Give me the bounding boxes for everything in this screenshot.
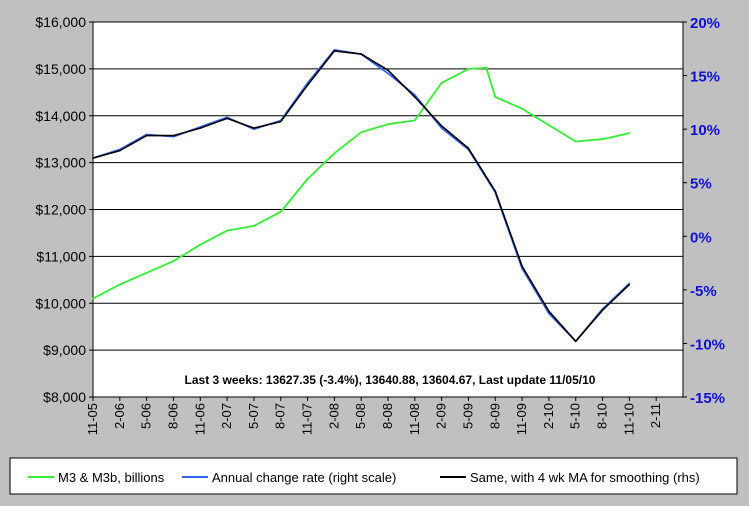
data-point xyxy=(253,225,255,227)
data-point xyxy=(548,312,550,315)
x-tick-label: 5-08 xyxy=(353,403,368,429)
data-point xyxy=(333,50,336,52)
y-right-tick-label: 10% xyxy=(690,122,720,139)
x-tick-label: 8-10 xyxy=(595,403,610,429)
data-point xyxy=(172,134,175,137)
y-right-tick-label: -5% xyxy=(690,283,717,300)
x-tick-label: 8-09 xyxy=(487,403,502,429)
data-point xyxy=(485,67,488,69)
x-tick-label: 8-08 xyxy=(380,403,395,429)
data-point xyxy=(440,82,443,84)
legend-label: Same, with 4 wk MA for smoothing (rhs) xyxy=(470,470,700,485)
data-point xyxy=(387,72,389,75)
data-point xyxy=(199,243,202,246)
data-point xyxy=(414,96,416,98)
data-point xyxy=(601,138,604,140)
data-point xyxy=(92,297,94,300)
data-point xyxy=(199,127,202,129)
data-point xyxy=(521,107,523,110)
data-point xyxy=(601,309,604,312)
x-tick-label: 11-06 xyxy=(192,403,207,435)
data-point xyxy=(226,117,228,120)
data-point xyxy=(628,282,631,285)
x-tick-label: 11-10 xyxy=(621,403,636,435)
x-tick-label: 2-10 xyxy=(541,403,556,429)
series-line-1 xyxy=(92,67,630,300)
y-right-tick-label: -15% xyxy=(690,390,725,407)
data-point xyxy=(574,140,577,143)
x-tick-label: 5-06 xyxy=(139,403,154,429)
data-point xyxy=(172,260,175,262)
legend-box xyxy=(9,457,738,495)
x-tick-label: 2-09 xyxy=(434,403,449,429)
data-point xyxy=(360,131,363,133)
y-right-tick-label: 15% xyxy=(690,69,720,86)
data-point xyxy=(440,125,443,127)
data-point xyxy=(333,152,336,155)
data-point xyxy=(145,134,148,137)
data-point xyxy=(145,272,148,274)
data-point xyxy=(494,96,497,98)
data-point xyxy=(574,340,577,343)
data-point xyxy=(467,68,470,70)
y-left-tick-label: $12,000 xyxy=(35,202,86,218)
y-left-tick-label: $9,000 xyxy=(43,342,86,358)
y-right-tick-label: 20% xyxy=(690,15,720,32)
x-tick-label: 5-07 xyxy=(246,403,261,429)
legend: M3 & M3b, billions Annual change rate (ri… xyxy=(9,457,738,495)
data-point xyxy=(521,265,523,268)
y-right-tick-label: -10% xyxy=(690,336,725,353)
data-point xyxy=(92,157,94,159)
x-tick-label: 2-07 xyxy=(219,403,234,429)
x-tick-label: 5-10 xyxy=(568,403,583,429)
data-point xyxy=(387,123,389,125)
y-left-tick-label: $15,000 xyxy=(35,61,86,77)
x-tick-label: 8-07 xyxy=(273,403,288,429)
data-point xyxy=(440,127,443,129)
y-left-tick-label: $14,000 xyxy=(35,108,86,124)
legend-label: M3 & M3b, billions xyxy=(58,470,165,485)
y-left-tick-label: $16,000 xyxy=(35,14,86,30)
data-point xyxy=(119,283,121,286)
x-tick-label: 2-08 xyxy=(326,403,341,429)
data-point xyxy=(548,310,550,313)
legend-label: Annual change rate (right scale) xyxy=(212,470,396,485)
x-tick-label: 5-09 xyxy=(460,403,475,429)
x-tick-label: 11-07 xyxy=(300,403,315,435)
data-point xyxy=(279,120,282,123)
x-tick-label: 11-08 xyxy=(407,403,422,435)
data-point xyxy=(494,190,497,193)
x-tick-label: 8-06 xyxy=(165,403,180,429)
data-point xyxy=(414,94,416,96)
y-left-tick-label: $11,000 xyxy=(36,248,86,264)
annotation: Last 3 weeks: 13627.35 (-3.4%), 13640.88… xyxy=(185,373,596,387)
data-point xyxy=(387,69,389,71)
data-point xyxy=(119,149,121,152)
x-tick-label: 2-11 xyxy=(648,403,663,428)
data-point xyxy=(628,283,631,286)
y-right-tick-label: 0% xyxy=(690,229,712,246)
series-lines xyxy=(92,49,631,343)
axes: $8,000 $9,000 $10,000 $11,000 $12,000 $13,000… xyxy=(35,14,725,435)
data-point xyxy=(414,119,416,122)
y-left-tick-label: $10,000 xyxy=(35,295,86,311)
data-point xyxy=(628,132,631,134)
data-point xyxy=(253,127,255,129)
x-tick-label: 2-06 xyxy=(112,403,127,429)
data-point xyxy=(279,211,282,213)
x-tick-label: 11-05 xyxy=(85,403,100,435)
grid xyxy=(93,68,683,351)
y-left-tick-label: $13,000 xyxy=(35,155,86,171)
data-point xyxy=(226,229,228,232)
data-point xyxy=(306,178,309,180)
data-point xyxy=(548,124,550,126)
x-tick-label: 11-09 xyxy=(514,403,529,435)
data-point xyxy=(306,84,309,86)
data-point xyxy=(467,147,470,150)
data-point xyxy=(360,53,363,55)
y-left-tick-label: $8,000 xyxy=(43,389,86,405)
y-right-tick-label: 5% xyxy=(690,176,712,193)
